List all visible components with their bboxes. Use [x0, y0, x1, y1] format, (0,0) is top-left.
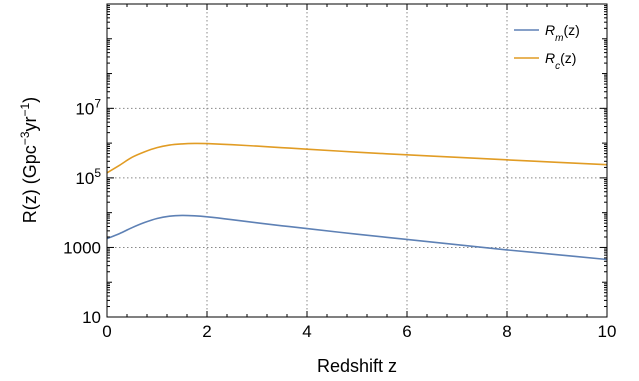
y-tick-label: 107 — [75, 96, 101, 118]
y-tick-label: 1000 — [63, 238, 101, 257]
y-tick-label: 10 — [82, 308, 101, 327]
x-tick-label: 10 — [598, 322, 617, 341]
y-tick-label: 105 — [75, 166, 101, 188]
x-axis-title: Redshift z — [317, 356, 397, 376]
series-line-r-m — [106, 214, 608, 261]
y-axis-title: R(z) (Gpc−3yr−1) — [18, 97, 40, 223]
x-tick-label: 4 — [302, 322, 311, 341]
y-axis-title-end: ) — [20, 97, 40, 103]
series-layer — [106, 142, 608, 261]
legend-label-c: Rc(z) — [545, 50, 576, 72]
y-axis-title-exp2: −1 — [18, 102, 32, 116]
tick-labels: 0 2 4 6 8 10 10 1000 105 107 — [63, 96, 616, 341]
x-tick-label: 0 — [102, 322, 111, 341]
x-tick-label: 8 — [502, 322, 511, 341]
y-axis-title-exp1: −3 — [18, 131, 32, 145]
legend: Rm(z) Rc(z) — [514, 22, 580, 72]
tick-marks — [106, 4, 608, 318]
x-tick-label: 6 — [402, 322, 411, 341]
plot-frame — [106, 3, 608, 318]
series-line-r-c — [106, 142, 608, 174]
y-axis-title-main: R(z) (Gpc — [20, 145, 40, 223]
y-axis-title-mid: yr — [20, 117, 40, 132]
grid-lines — [107, 4, 607, 317]
legend-label-m: Rm(z) — [545, 22, 580, 44]
x-tick-label: 2 — [202, 322, 211, 341]
